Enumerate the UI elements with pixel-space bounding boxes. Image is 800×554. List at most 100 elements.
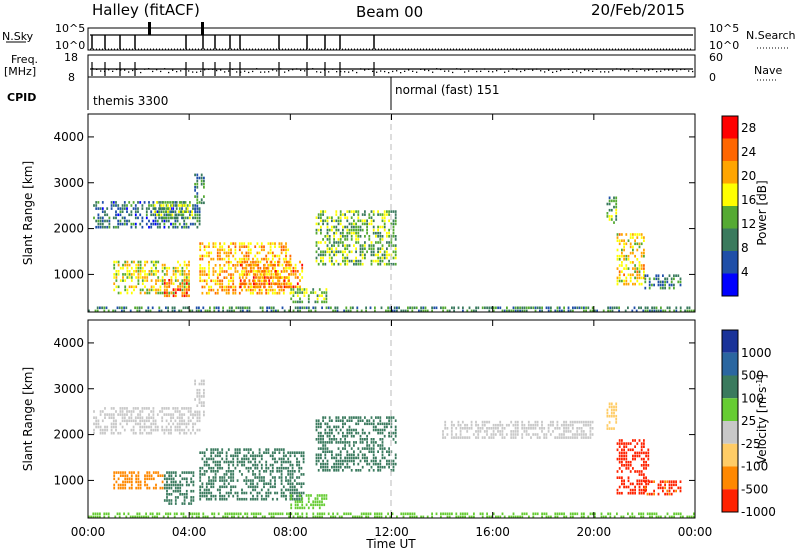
data-cell bbox=[335, 259, 338, 263]
data-cell bbox=[287, 248, 290, 252]
data-cell bbox=[236, 494, 239, 498]
data-cell bbox=[188, 483, 190, 487]
data-cell bbox=[450, 420, 453, 424]
data-cell bbox=[278, 260, 281, 264]
data-cell bbox=[198, 207, 201, 211]
data-cell bbox=[228, 512, 231, 516]
data-cell bbox=[629, 245, 632, 249]
data-cell bbox=[231, 309, 233, 313]
power-colorbar-swatch bbox=[722, 228, 738, 251]
data-cell bbox=[621, 261, 623, 264]
data-cell bbox=[198, 176, 201, 180]
nave-dot bbox=[412, 70, 414, 72]
data-cell bbox=[232, 264, 235, 267]
data-cell bbox=[230, 454, 232, 458]
data-cell bbox=[285, 263, 288, 267]
data-cell bbox=[158, 210, 160, 213]
data-cell bbox=[348, 456, 351, 460]
data-cell bbox=[119, 486, 122, 490]
data-cell bbox=[315, 228, 318, 232]
data-cell bbox=[166, 486, 168, 490]
data-cell bbox=[355, 250, 357, 254]
nave-dot bbox=[460, 68, 462, 70]
data-cell bbox=[170, 493, 173, 496]
data-cell bbox=[249, 491, 252, 495]
data-cell bbox=[285, 466, 287, 470]
data-cell bbox=[301, 276, 304, 279]
data-cell bbox=[355, 238, 357, 241]
data-cell bbox=[616, 491, 619, 495]
data-cell bbox=[466, 430, 469, 433]
data-cell bbox=[203, 186, 205, 189]
data-cell bbox=[322, 210, 324, 213]
data-cell bbox=[357, 210, 360, 213]
data-cell bbox=[88, 515, 90, 519]
data-cell bbox=[219, 264, 221, 267]
data-cell bbox=[271, 463, 274, 467]
data-cell bbox=[364, 222, 366, 226]
data-cell bbox=[221, 282, 224, 286]
data-cell bbox=[392, 219, 395, 223]
data-cell bbox=[221, 448, 224, 451]
data-cell bbox=[648, 283, 651, 287]
data-cell bbox=[693, 512, 695, 516]
data-cell bbox=[115, 276, 118, 279]
data-cell bbox=[301, 512, 304, 516]
data-cell bbox=[137, 210, 139, 213]
y-tick-label: 3000 bbox=[53, 382, 84, 396]
data-cell bbox=[411, 515, 414, 519]
data-cell bbox=[659, 283, 662, 287]
nave-dot bbox=[684, 68, 686, 70]
data-cell bbox=[288, 282, 290, 285]
data-cell bbox=[112, 216, 115, 220]
data-cell bbox=[122, 279, 124, 282]
data-cell bbox=[234, 448, 237, 451]
data-cell bbox=[350, 210, 353, 213]
data-cell bbox=[585, 423, 587, 427]
data-cell bbox=[618, 485, 621, 489]
data-cell bbox=[305, 512, 308, 516]
data-cell bbox=[317, 228, 320, 232]
data-cell bbox=[636, 273, 639, 277]
data-cell bbox=[199, 497, 202, 501]
data-cell bbox=[185, 471, 188, 474]
data-cell bbox=[298, 460, 301, 464]
data-cell bbox=[490, 433, 493, 436]
data-cell bbox=[342, 244, 344, 247]
data-cell bbox=[263, 451, 265, 454]
data-cell bbox=[181, 419, 183, 423]
data-cell bbox=[249, 479, 252, 482]
data-cell bbox=[322, 416, 324, 419]
data-cell bbox=[174, 486, 177, 490]
data-cell bbox=[346, 462, 349, 466]
data-cell bbox=[534, 423, 537, 427]
data-cell bbox=[139, 270, 142, 273]
data-cell bbox=[110, 201, 113, 204]
data-cell bbox=[324, 210, 327, 213]
data-cell bbox=[161, 270, 164, 273]
data-cell bbox=[170, 413, 172, 416]
data-cell bbox=[675, 489, 677, 493]
data-cell bbox=[208, 267, 210, 270]
data-cell bbox=[177, 260, 179, 264]
data-cell bbox=[96, 309, 99, 313]
data-cell bbox=[290, 282, 293, 285]
data-cell bbox=[150, 477, 153, 481]
data-cell bbox=[203, 382, 205, 386]
data-cell bbox=[388, 422, 390, 426]
data-cell bbox=[115, 480, 118, 484]
data-cell bbox=[386, 250, 388, 254]
nave-dot bbox=[236, 71, 238, 73]
data-cell bbox=[200, 176, 203, 180]
data-cell bbox=[302, 460, 305, 464]
data-cell bbox=[208, 264, 210, 267]
data-cell bbox=[426, 515, 429, 519]
data-cell bbox=[372, 453, 375, 457]
data-cell bbox=[625, 279, 628, 283]
data-cell bbox=[629, 464, 632, 467]
data-cell bbox=[346, 428, 349, 432]
data-cell bbox=[123, 512, 125, 516]
data-cell bbox=[563, 306, 565, 310]
velocity-colorbar-swatch bbox=[722, 443, 738, 467]
data-cell bbox=[233, 512, 235, 516]
